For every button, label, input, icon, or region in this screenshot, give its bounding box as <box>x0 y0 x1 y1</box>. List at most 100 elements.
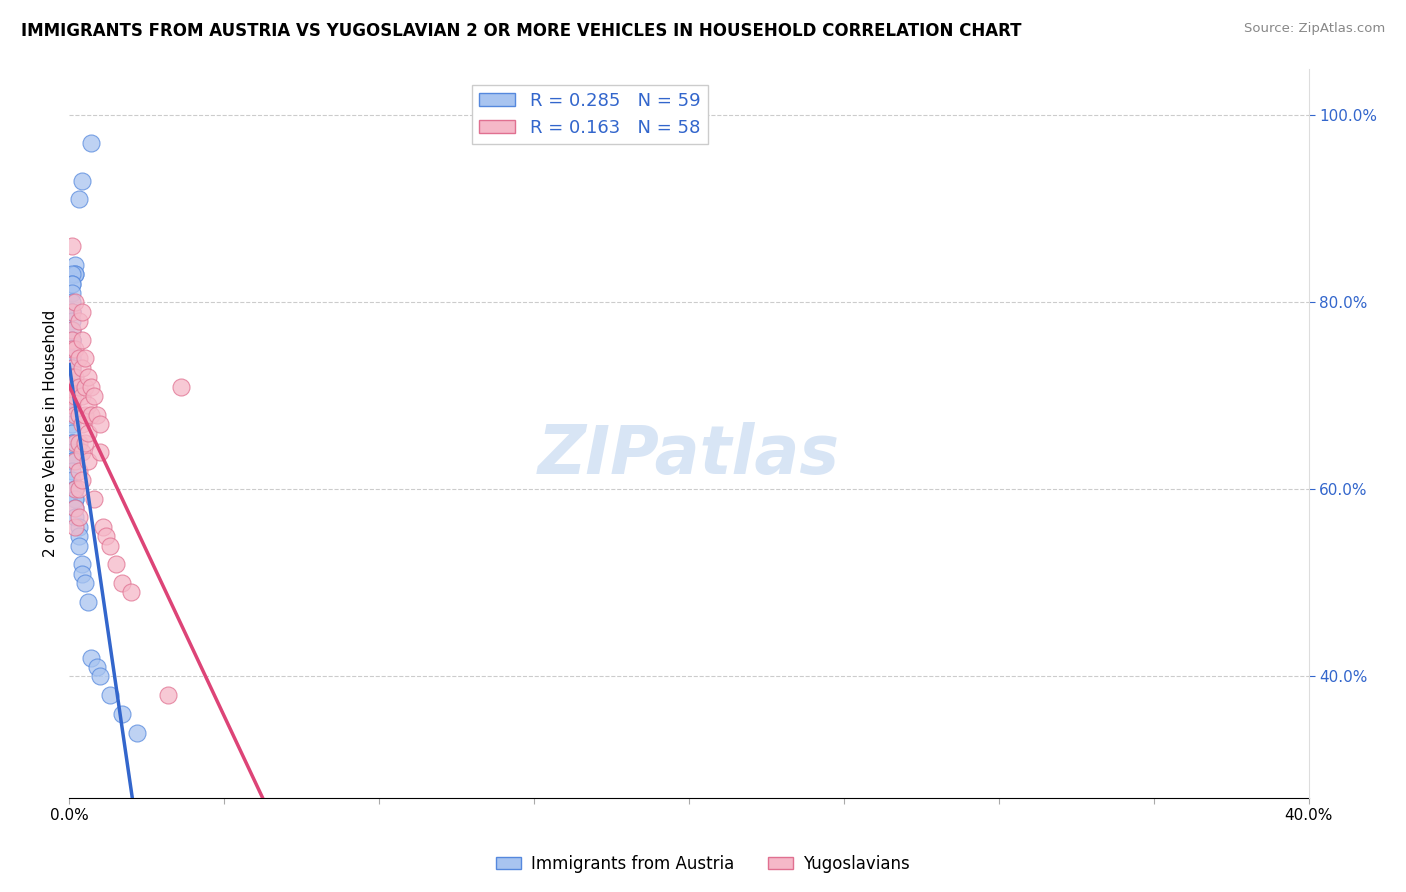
Legend: R = 0.285   N = 59, R = 0.163   N = 58: R = 0.285 N = 59, R = 0.163 N = 58 <box>472 85 707 145</box>
Point <box>65 370 87 384</box>
Point <box>70 417 93 431</box>
Point <box>73 435 96 450</box>
Point <box>65 501 87 516</box>
Point <box>60 360 83 375</box>
Point <box>65 510 87 524</box>
Point <box>70 333 93 347</box>
Point <box>98 688 121 702</box>
Point <box>70 558 93 572</box>
Point <box>60 370 83 384</box>
Point <box>70 174 93 188</box>
Point <box>111 706 134 721</box>
Point <box>67 510 90 524</box>
Point <box>60 314 83 328</box>
Point <box>73 379 96 393</box>
Point <box>60 333 83 347</box>
Point <box>60 398 83 412</box>
Point <box>60 323 83 337</box>
Point <box>70 304 93 318</box>
Point <box>60 304 83 318</box>
Point <box>60 435 83 450</box>
Point <box>60 333 83 347</box>
Point <box>60 464 83 478</box>
Point <box>65 342 87 356</box>
Point <box>60 379 83 393</box>
Point <box>70 389 93 403</box>
Point <box>60 389 83 403</box>
Point <box>104 558 127 572</box>
Point <box>60 333 83 347</box>
Point <box>73 351 96 366</box>
Point <box>67 464 90 478</box>
Point <box>96 529 118 543</box>
Point <box>60 379 83 393</box>
Point <box>86 660 108 674</box>
Point <box>67 520 90 534</box>
Point <box>67 435 90 450</box>
Point <box>60 370 83 384</box>
Point <box>60 267 83 281</box>
Point <box>60 342 83 356</box>
Point <box>60 435 83 450</box>
Point <box>60 304 83 318</box>
Point <box>67 193 90 207</box>
Point <box>120 585 142 599</box>
Point <box>60 285 83 300</box>
Point <box>67 379 90 393</box>
Y-axis label: 2 or more Vehicles in Household: 2 or more Vehicles in Household <box>44 310 58 557</box>
Point <box>60 473 83 487</box>
Point <box>60 389 83 403</box>
Point <box>111 576 134 591</box>
Point <box>65 491 87 506</box>
Point <box>60 445 83 459</box>
Point <box>65 267 87 281</box>
Point <box>65 435 87 450</box>
Point <box>76 426 98 441</box>
Point <box>60 239 83 253</box>
Point <box>65 454 87 468</box>
Point <box>60 408 83 422</box>
Legend: Immigrants from Austria, Yugoslavians: Immigrants from Austria, Yugoslavians <box>489 848 917 880</box>
Point <box>65 483 87 497</box>
Point <box>65 520 87 534</box>
Point <box>65 267 87 281</box>
Point <box>80 379 103 393</box>
Point <box>67 483 90 497</box>
Point <box>73 408 96 422</box>
Point <box>67 351 90 366</box>
Point <box>76 398 98 412</box>
Point <box>157 688 180 702</box>
Point <box>83 491 105 506</box>
Point <box>60 295 83 310</box>
Point <box>60 360 83 375</box>
Point <box>60 304 83 318</box>
Point <box>60 379 83 393</box>
Point <box>91 520 114 534</box>
Point <box>73 576 96 591</box>
Point <box>60 417 83 431</box>
Point <box>170 379 193 393</box>
Point <box>70 566 93 581</box>
Point <box>80 408 103 422</box>
Point <box>60 342 83 356</box>
Point <box>60 342 83 356</box>
Text: ZIPatlas: ZIPatlas <box>538 422 839 488</box>
Point <box>67 314 90 328</box>
Point <box>86 408 108 422</box>
Point <box>60 370 83 384</box>
Text: IMMIGRANTS FROM AUSTRIA VS YUGOSLAVIAN 2 OR MORE VEHICLES IN HOUSEHOLD CORRELATI: IMMIGRANTS FROM AUSTRIA VS YUGOSLAVIAN 2… <box>21 22 1022 40</box>
Point <box>65 408 87 422</box>
Point <box>60 277 83 291</box>
Point <box>76 370 98 384</box>
Point <box>89 669 111 683</box>
Point <box>89 445 111 459</box>
Point <box>76 454 98 468</box>
Point <box>67 529 90 543</box>
Point <box>65 491 87 506</box>
Point <box>60 323 83 337</box>
Text: Source: ZipAtlas.com: Source: ZipAtlas.com <box>1244 22 1385 36</box>
Point <box>60 370 83 384</box>
Point <box>60 454 83 468</box>
Point <box>70 445 93 459</box>
Point <box>127 725 149 739</box>
